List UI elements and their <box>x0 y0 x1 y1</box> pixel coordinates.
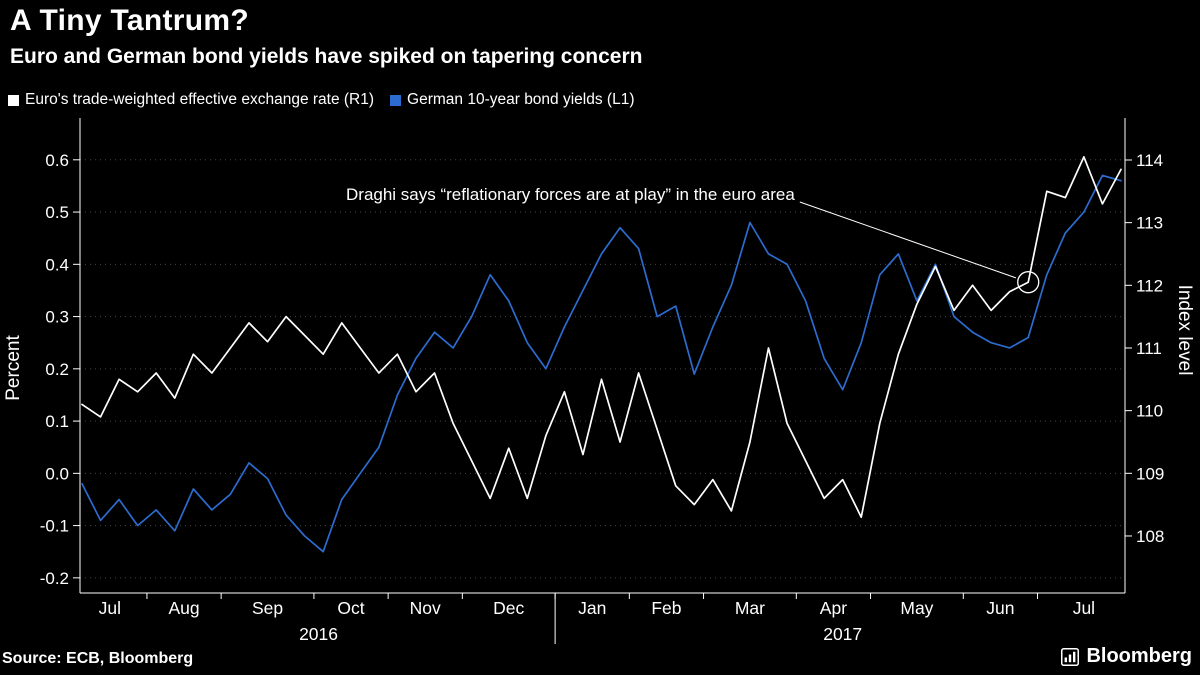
legend-swatch-white-icon <box>8 94 19 106</box>
left-axis-tick-label: 0.3 <box>45 308 69 327</box>
left-axis-tick-label: -0.2 <box>40 569 69 588</box>
annotation-connector-line <box>799 201 1017 279</box>
year-label: 2017 <box>823 624 862 644</box>
left-axis-tick-label: 0.6 <box>45 151 69 170</box>
right-axis-tick-label: 112 <box>1136 276 1163 295</box>
chart-subtitle: Euro and German bond yields have spiked … <box>10 45 643 68</box>
left-axis-tick-label: 0.4 <box>45 255 69 274</box>
right-axis-tick-label: 109 <box>1136 464 1164 483</box>
annotation-circle <box>1017 271 1040 294</box>
month-label: Dec <box>493 598 524 618</box>
right-axis-tick-label: 111 <box>1136 339 1162 358</box>
month-label: Jul <box>99 598 121 618</box>
month-label: Jun <box>986 598 1014 618</box>
right-axis-tick-label: 113 <box>1136 214 1163 233</box>
right-axis-tick-label: 110 <box>1136 402 1163 421</box>
left-axis-tick-label: 0.2 <box>45 360 69 379</box>
legend-label-bund: German 10-year bond yields (L1) <box>407 91 635 108</box>
legend-item-bund: German 10-year bond yields (L1) <box>390 91 634 109</box>
bloomberg-logo: Bloomberg <box>1061 645 1192 668</box>
bloomberg-logo-icon <box>1061 647 1080 666</box>
left-axis-tick-label: -0.1 <box>40 517 69 536</box>
page-title: A Tiny Tantrum? <box>10 4 249 37</box>
series-bund-line <box>81 174 1122 553</box>
month-label: May <box>900 598 933 618</box>
month-label: Mar <box>735 598 765 618</box>
annotation-text: Draghi says “reflationary forces are at … <box>346 185 795 204</box>
legend-label-euro: Euro's trade-weighted effective exchange… <box>25 91 375 108</box>
month-label: Apr <box>820 598 847 618</box>
chart-legend: Euro's trade-weighted effective exchange… <box>8 91 634 109</box>
left-axis-tick-label: 0.1 <box>45 412 69 431</box>
month-label: Oct <box>337 598 364 618</box>
source-text: Source: ECB, Bloomberg <box>2 650 194 667</box>
month-label: Jul <box>1073 598 1095 618</box>
year-label: 2016 <box>299 624 338 644</box>
legend-item-euro: Euro's trade-weighted effective exchange… <box>8 91 374 109</box>
series-euro-line <box>81 156 1122 519</box>
bloomberg-wordmark: Bloomberg <box>1086 645 1192 667</box>
left-axis-tick-label: 0.5 <box>45 203 69 222</box>
legend-swatch-blue-icon <box>390 94 402 106</box>
month-label: Jan <box>578 598 606 618</box>
right-axis-tick-label: 108 <box>1136 527 1164 546</box>
right-axis-tick-label: 114 <box>1136 151 1163 170</box>
left-axis-tick-label: 0.0 <box>45 464 69 483</box>
month-label: Nov <box>410 598 441 618</box>
month-label: Feb <box>651 598 681 618</box>
month-label: Sep <box>252 598 283 618</box>
month-label: Aug <box>168 598 199 618</box>
